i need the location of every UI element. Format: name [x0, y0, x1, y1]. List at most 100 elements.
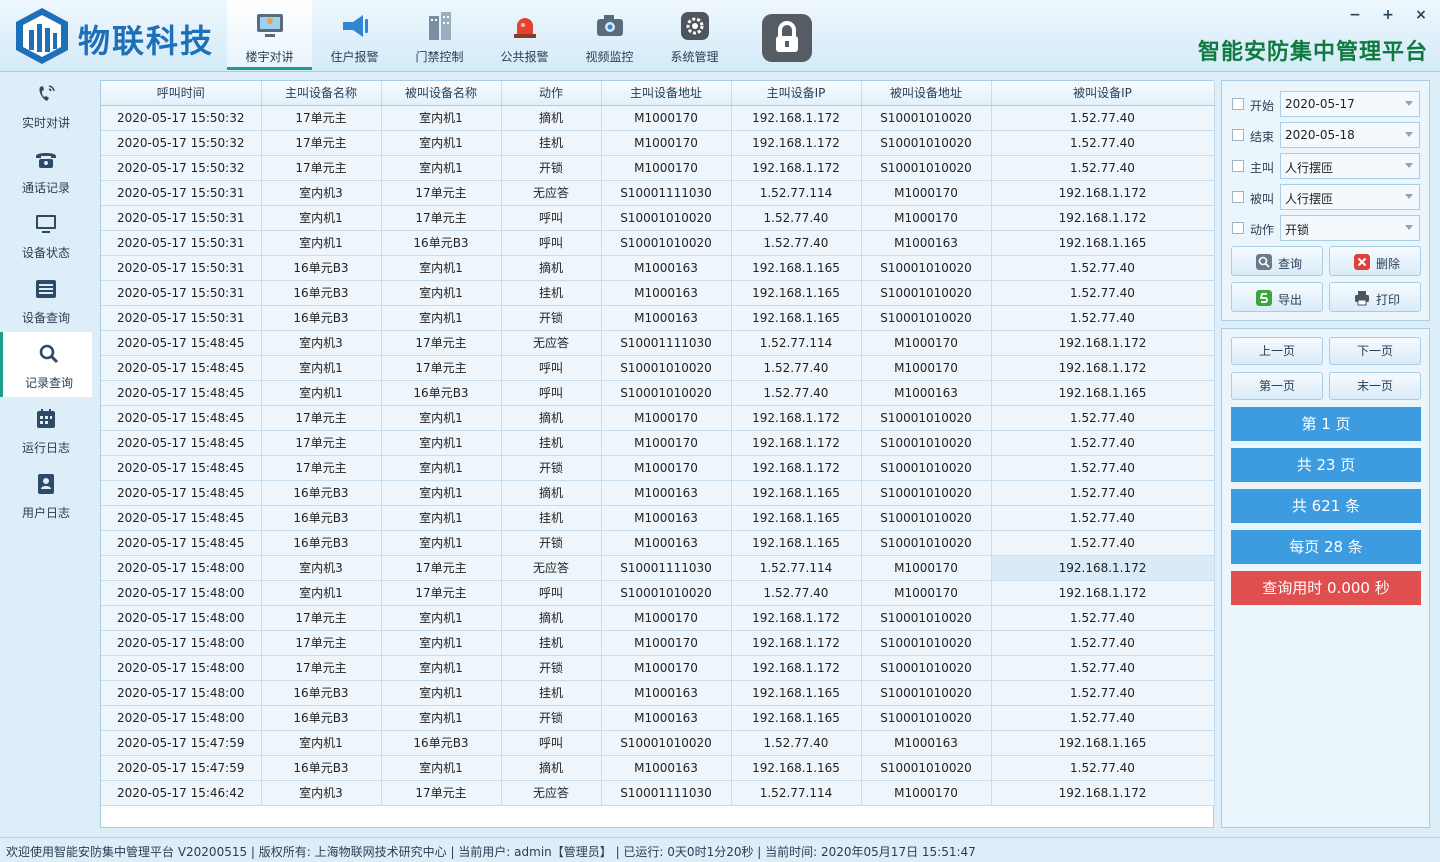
topnav-intercom[interactable]: 楼宇对讲	[227, 0, 312, 70]
sidebar-item-record-query[interactable]: 记录查询	[0, 332, 92, 397]
sidebar-item-label: 设备查询	[21, 311, 70, 325]
table-row[interactable]: 2020-05-17 15:47:59 室内机1 16单元B3 呼叫 S10001010…	[101, 730, 1215, 756]
table-row[interactable]: 2020-05-17 15:50:31 16单元B3 室内机1 摘机 M1000163 1…	[101, 255, 1215, 281]
logo-icon	[16, 8, 68, 64]
sidebar-item-device-status[interactable]: 设备状态	[0, 202, 92, 267]
topnav-access-control[interactable]: 门禁控制	[397, 0, 482, 70]
maximize-button[interactable]: +	[1382, 7, 1394, 23]
table-cell: 室内机1	[261, 730, 382, 756]
column-header[interactable]: 被叫设备地址	[861, 81, 992, 106]
table-row[interactable]: 2020-05-17 15:48:00 17单元主 室内机1 开锁 M1000170 19…	[101, 655, 1215, 681]
column-header[interactable]: 被叫设备IP	[991, 81, 1215, 106]
record-table-container[interactable]: 呼叫时间 主叫设备名称 被叫设备名称 动作 主叫设备地址 主叫设备IP 被叫设备地址 被叫设备…	[100, 80, 1215, 828]
table-row[interactable]: 2020-05-17 15:50:31 16单元B3 室内机1 挂机 M1000163 1…	[101, 280, 1215, 306]
column-header[interactable]: 主叫设备地址	[601, 81, 732, 106]
table-cell: 192.168.1.165	[991, 380, 1215, 406]
start-date-picker[interactable]: 2020-05-17	[1280, 91, 1420, 117]
table-row[interactable]: 2020-05-17 15:50:32 17单元主 室内机1 挂机 M1000170 19…	[101, 130, 1215, 156]
caller-select[interactable]: 人行摆匝	[1280, 153, 1420, 179]
table-row[interactable]: 2020-05-17 15:50:31 室内机1 16单元B3 呼叫 S10001010…	[101, 230, 1215, 256]
table-cell: 1.52.77.40	[991, 480, 1215, 506]
column-header[interactable]: 呼叫时间	[101, 81, 262, 106]
table-row[interactable]: 2020-05-17 15:48:45 16单元B3 室内机1 挂机 M1000163 1…	[101, 505, 1215, 531]
table-row[interactable]: 2020-05-17 15:46:42 室内机3 17单元主 无应答 S10001111…	[101, 780, 1215, 806]
column-header[interactable]: 主叫设备IP	[731, 81, 862, 106]
end-date-picker[interactable]: 2020-05-18	[1280, 122, 1420, 148]
table-cell: 室内机1	[261, 230, 382, 256]
table-row[interactable]: 2020-05-17 15:48:00 室内机3 17单元主 无应答 S10001111…	[101, 555, 1215, 581]
table-row[interactable]: 2020-05-17 15:50:32 17单元主 室内机1 摘机 M1000170 19…	[101, 105, 1215, 131]
table-row[interactable]: 2020-05-17 15:48:00 17单元主 室内机1 挂机 M1000170 19…	[101, 630, 1215, 656]
table-row[interactable]: 2020-05-17 15:48:00 16单元B3 室内机1 开锁 M1000163 1…	[101, 705, 1215, 731]
column-header[interactable]: 动作	[501, 81, 602, 106]
sidebar-item-label: 设备状态	[21, 246, 70, 260]
table-header-row: 呼叫时间 主叫设备名称 被叫设备名称 动作 主叫设备地址 主叫设备IP 被叫设备地址 被叫设备…	[101, 81, 1215, 106]
search-icon	[1256, 254, 1272, 270]
table-cell: 17单元主	[381, 180, 502, 206]
query-button[interactable]: 查询	[1231, 246, 1323, 276]
caller-checkbox[interactable]	[1232, 160, 1244, 172]
table-row[interactable]: 2020-05-17 15:48:45 17单元主 室内机1 开锁 M1000170 19…	[101, 455, 1215, 481]
next-page-button[interactable]: 下一页	[1329, 337, 1421, 365]
action-checkbox[interactable]	[1232, 222, 1244, 234]
filter-label: 主叫	[1250, 161, 1275, 175]
close-button[interactable]: ×	[1415, 7, 1427, 23]
table-row[interactable]: 2020-05-17 15:48:45 室内机1 17单元主 呼叫 S100010100…	[101, 355, 1215, 381]
table-row[interactable]: 2020-05-17 15:48:45 17单元主 室内机1 挂机 M1000170 19…	[101, 430, 1215, 456]
table-row[interactable]: 2020-05-17 15:50:31 室内机1 17单元主 呼叫 S100010100…	[101, 205, 1215, 231]
table-cell: 192.168.1.172	[731, 105, 862, 131]
table-row[interactable]: 2020-05-17 15:48:00 室内机1 17单元主 呼叫 S100010100…	[101, 580, 1215, 606]
table-row[interactable]: 2020-05-17 15:48:45 室内机3 17单元主 无应答 S10001111…	[101, 330, 1215, 356]
table-row[interactable]: 2020-05-17 15:48:00 17单元主 室内机1 摘机 M1000170 19…	[101, 605, 1215, 631]
table-cell: S10001010020	[861, 430, 992, 456]
action-select[interactable]: 开锁	[1280, 215, 1420, 241]
table-cell: 挂机	[501, 680, 602, 706]
lock-button[interactable]	[762, 14, 812, 62]
topnav-resident-alarm[interactable]: 住户报警	[312, 0, 397, 70]
table-cell: 1.52.77.40	[991, 430, 1215, 456]
start-checkbox[interactable]	[1232, 98, 1244, 110]
callee-checkbox[interactable]	[1232, 191, 1244, 203]
last-page-button[interactable]: 末一页	[1329, 372, 1421, 400]
prev-page-button[interactable]: 上一页	[1231, 337, 1323, 365]
table-row[interactable]: 2020-05-17 15:48:45 16单元B3 室内机1 摘机 M1000163 1…	[101, 480, 1215, 506]
table-row[interactable]: 2020-05-17 15:48:45 室内机1 16单元B3 呼叫 S10001010…	[101, 380, 1215, 406]
filter-caller: 主叫 人行摆匝	[1230, 153, 1424, 179]
sidebar-item-call-records[interactable]: 通话记录	[0, 137, 92, 202]
table-cell: S10001010020	[861, 680, 992, 706]
table-row[interactable]: 2020-05-17 15:47:59 16单元B3 室内机1 摘机 M1000163 1…	[101, 755, 1215, 781]
end-checkbox[interactable]	[1232, 129, 1244, 141]
table-row[interactable]: 2020-05-17 15:48:00 16单元B3 室内机1 挂机 M1000163 1…	[101, 680, 1215, 706]
table-row[interactable]: 2020-05-17 15:50:31 16单元B3 室内机1 开锁 M1000163 1…	[101, 305, 1215, 331]
callee-select[interactable]: 人行摆匝	[1280, 184, 1420, 210]
table-row[interactable]: 2020-05-17 15:50:32 17单元主 室内机1 开锁 M1000170 19…	[101, 155, 1215, 181]
table-cell: 1.52.77.40	[731, 380, 862, 406]
sidebar-item-realtime-intercom[interactable]: 实时对讲	[0, 72, 92, 137]
column-header[interactable]: 被叫设备名称	[381, 81, 502, 106]
topnav-video[interactable]: 视频监控	[567, 0, 652, 70]
table-cell: 17单元主	[261, 130, 382, 156]
gear-icon	[681, 12, 709, 40]
button-label: 删除	[1376, 257, 1401, 271]
table-row[interactable]: 2020-05-17 15:50:31 室内机3 17单元主 无应答 S10001111…	[101, 180, 1215, 206]
sidebar-item-user-log[interactable]: 用户日志	[0, 462, 92, 527]
sidebar-item-device-query[interactable]: 设备查询	[0, 267, 92, 332]
table-row[interactable]: 2020-05-17 15:48:45 16单元B3 室内机1 开锁 M1000163 1…	[101, 530, 1215, 556]
sidebar-item-label: 通话记录	[21, 181, 70, 195]
topnav-public-alarm[interactable]: 公共报警	[482, 0, 567, 70]
export-button[interactable]: 导出	[1231, 282, 1323, 312]
table-cell: 呼叫	[501, 355, 602, 381]
table-cell: 室内机1	[381, 605, 502, 631]
query-time-label: 查询用时 0.000 秒	[1231, 571, 1421, 605]
first-page-button[interactable]: 第一页	[1231, 372, 1323, 400]
table-row[interactable]: 2020-05-17 15:48:45 17单元主 室内机1 摘机 M1000170 19…	[101, 405, 1215, 431]
table-cell: 1.52.77.114	[731, 180, 862, 206]
minimize-button[interactable]: −	[1349, 7, 1361, 23]
sidebar-item-run-log[interactable]: 运行日志	[0, 397, 92, 462]
print-button[interactable]: 打印	[1329, 282, 1421, 312]
column-header[interactable]: 主叫设备名称	[261, 81, 382, 106]
topnav-system[interactable]: 系统管理	[652, 0, 737, 70]
table-cell: 室内机1	[261, 380, 382, 406]
delete-button[interactable]: 删除	[1329, 246, 1421, 276]
table-cell: 室内机3	[261, 555, 382, 581]
